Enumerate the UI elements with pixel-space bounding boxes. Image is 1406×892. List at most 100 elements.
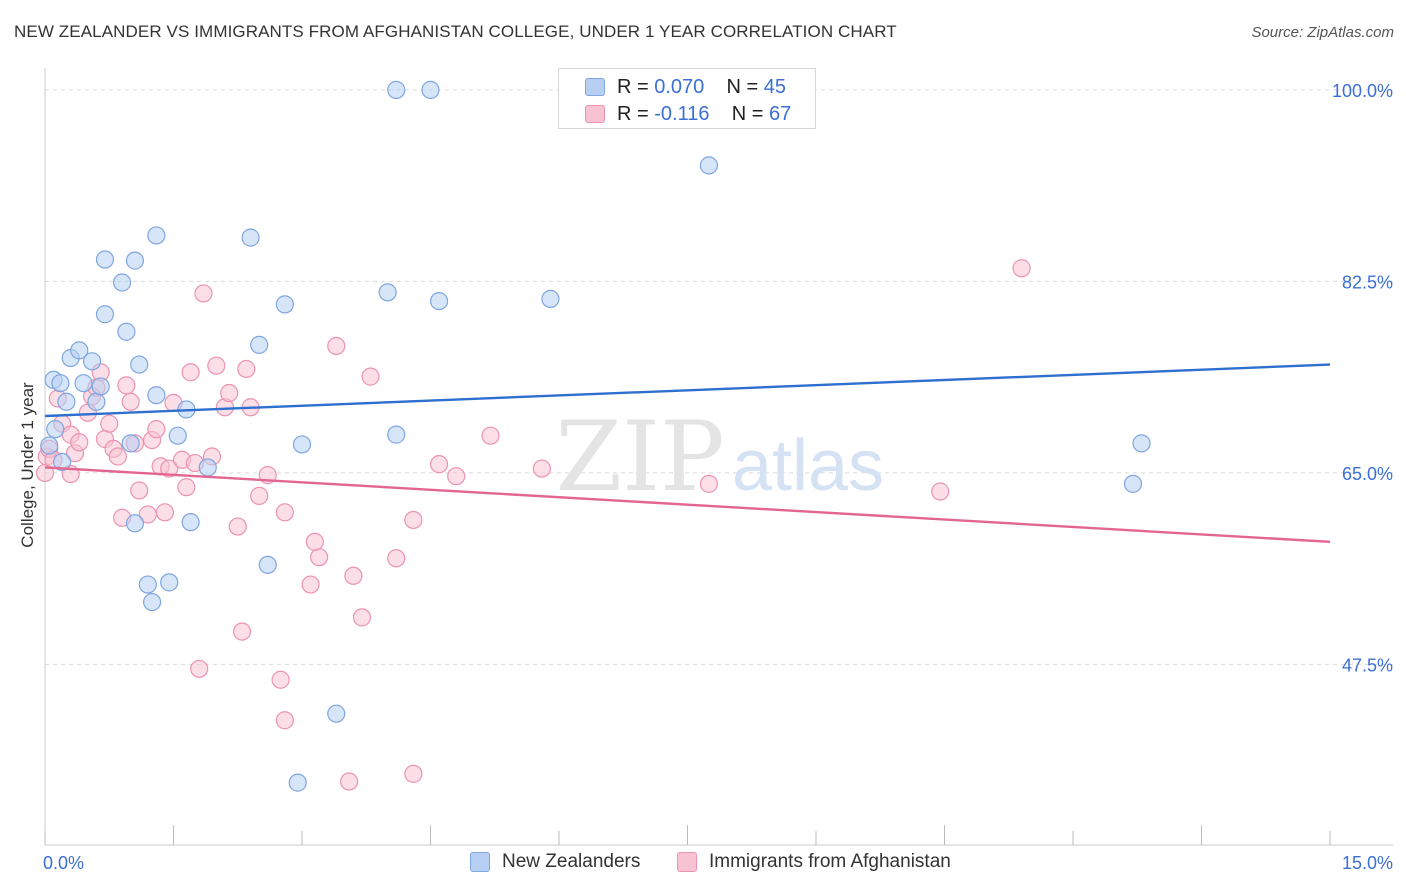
new-zealander-point — [275, 295, 294, 314]
new-zealander-point — [87, 392, 106, 411]
legend-swatch-immigrants-afghanistan — [677, 852, 697, 872]
new-zealander-point — [429, 292, 449, 311]
new-zealander-point — [541, 289, 560, 309]
source-credit: Source: ZipAtlas.com — [1251, 24, 1394, 41]
new-zealander-point — [250, 335, 269, 354]
afghanistan-point — [121, 392, 140, 411]
afghanistan-point — [250, 486, 269, 505]
x-tick-label: 15.0% — [1342, 853, 1393, 873]
trend-line-afghanistan — [44, 466, 1331, 544]
afghanistan-point — [271, 670, 290, 689]
afghanistan-point — [147, 420, 166, 439]
tick-labels: 47.5% 65.0% 82.5% 100.0% 0.0% 15.0% — [43, 81, 1393, 873]
n-value: 45 — [763, 76, 787, 98]
new-zealander-point — [258, 555, 277, 574]
afghanistan-point — [404, 510, 423, 530]
new-zealander-point — [91, 377, 110, 396]
legend-stats: R = -0.116 N = 67 — [617, 103, 791, 126]
afghanistan-point — [232, 622, 252, 641]
new-zealander-point — [142, 592, 162, 612]
afghanistan-point — [181, 363, 200, 382]
y-tick-label: 65.0% — [1342, 464, 1393, 484]
afghanistan-point — [305, 532, 324, 551]
r-value: -0.116 — [654, 103, 710, 125]
afghanistan-point — [301, 575, 320, 594]
new-zealander-point — [1132, 434, 1151, 453]
afghanistan-point — [352, 608, 372, 627]
afghanistan-point — [532, 459, 551, 478]
afghanistan-point — [155, 503, 175, 522]
new-zealander-point — [125, 514, 145, 533]
new-zealander-point — [288, 773, 307, 792]
legend-swatch-new-zealanders — [470, 852, 490, 872]
afghanistan-point — [481, 426, 500, 445]
afghanistan-point — [931, 482, 950, 501]
new-zealander-point — [1123, 474, 1143, 493]
afghanistan-point — [190, 659, 209, 678]
new-zealander-point — [74, 374, 93, 393]
afghanistan-point — [404, 764, 423, 783]
afghanistan-point — [130, 481, 149, 500]
n-label: N = — [726, 76, 759, 98]
stats-legend: R = 0.070 N = 45 R = -0.116 N = 67 — [558, 68, 816, 129]
afghanistan-point — [699, 474, 719, 493]
legend-label: New Zealanders — [502, 851, 641, 872]
y-tick-label: 100.0% — [1332, 81, 1393, 101]
watermark-atlas: atlas — [732, 426, 884, 506]
new-zealander-point — [421, 80, 440, 99]
new-zealander-point — [387, 425, 406, 444]
new-zealander-point — [53, 452, 72, 472]
new-zealander-point — [241, 228, 260, 247]
legend-stats: R = 0.070 N = 45 — [617, 76, 786, 99]
y-tick-label: 82.5% — [1342, 272, 1393, 292]
new-zealander-point — [198, 458, 217, 477]
new-zealander-point — [387, 80, 406, 99]
series-legend: New Zealanders Immigrants from Afghanist… — [0, 851, 1406, 877]
n-label: N = — [731, 103, 764, 125]
new-zealander-point — [125, 251, 145, 270]
afghanistan-point — [344, 566, 363, 585]
new-zealander-point — [181, 513, 200, 532]
afghanistan-point — [327, 336, 346, 356]
chart-title: NEW ZEALANDER VS IMMIGRANTS FROM AFGHANI… — [14, 22, 897, 41]
afghanistan-point — [429, 455, 449, 474]
afghanistan-point — [207, 356, 226, 375]
afghanistan-point — [340, 772, 359, 791]
r-label: R = — [617, 103, 649, 125]
new-zealander-point — [51, 374, 70, 393]
afghanistan-point — [1012, 259, 1031, 278]
r-label: R = — [617, 76, 649, 98]
afghanistan-point — [237, 359, 256, 379]
trend-line-new-zealanders — [44, 363, 1331, 418]
new-zealander-point — [40, 436, 59, 455]
legend-label: Immigrants from Afghanistan — [709, 851, 951, 872]
new-zealander-point — [121, 434, 140, 453]
new-zealander-point — [168, 426, 187, 445]
legend-swatch-new-zealanders — [585, 78, 605, 96]
data-points — [35, 80, 1151, 792]
new-zealander-point — [160, 573, 179, 592]
new-zealander-point — [327, 704, 346, 723]
new-zealander-point — [699, 156, 719, 175]
new-zealander-point — [292, 435, 312, 454]
afghanistan-point — [447, 467, 466, 486]
afghanistan-point — [177, 478, 196, 497]
watermark-zip: ZIP — [555, 401, 724, 513]
y-tick-label: 47.5% — [1342, 655, 1393, 675]
x-tick-label: 0.0% — [43, 853, 84, 873]
afghanistan-point — [70, 433, 89, 452]
new-zealander-point — [117, 322, 136, 341]
new-zealander-point — [57, 392, 76, 411]
legend-swatch-immigrants-afghanistan — [585, 105, 605, 123]
trend-lines — [44, 363, 1331, 544]
n-value: 67 — [768, 103, 792, 125]
new-zealander-point — [95, 305, 115, 324]
afghanistan-point — [220, 383, 239, 403]
afghanistan-point — [100, 414, 119, 433]
afghanistan-point — [228, 517, 247, 536]
afghanistan-point — [275, 711, 294, 730]
watermark: ZIP atlas — [555, 401, 884, 513]
afghanistan-point — [117, 376, 136, 395]
r-value: 0.070 — [654, 76, 705, 98]
